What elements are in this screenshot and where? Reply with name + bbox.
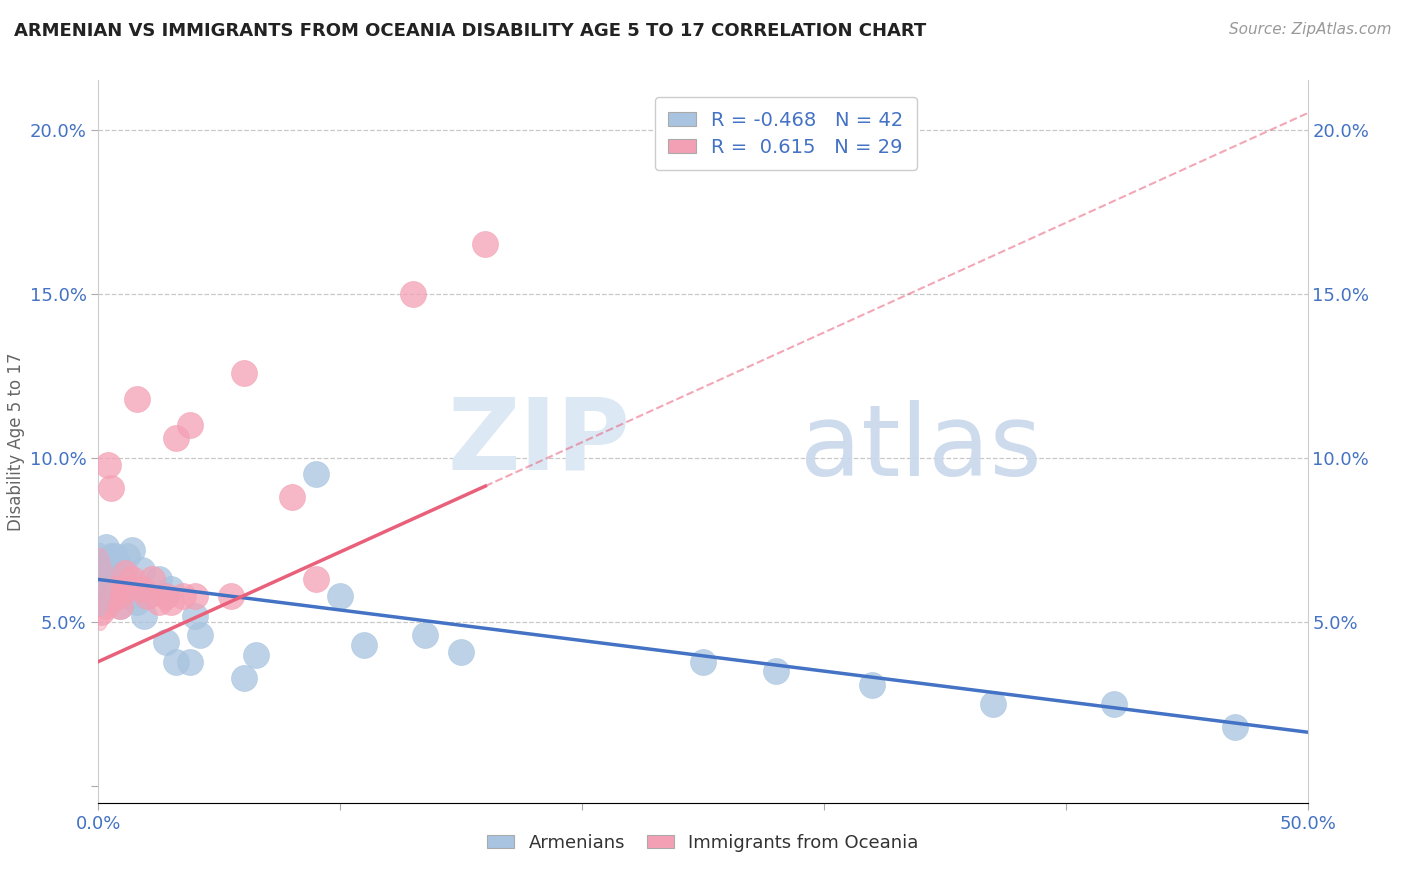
- Point: [160, 595, 183, 609]
- Point: [131, 563, 153, 577]
- Point: [127, 595, 149, 609]
- Point: [108, 599, 131, 613]
- Point: [100, 549, 122, 564]
- Point: [474, 237, 496, 252]
- Point: [281, 491, 304, 505]
- Point: [160, 582, 183, 597]
- Point: [107, 589, 129, 603]
- Point: [135, 589, 157, 603]
- Point: [692, 655, 714, 669]
- Point: [127, 392, 149, 406]
- Point: [141, 573, 163, 587]
- Point: [353, 638, 375, 652]
- Ellipse shape: [89, 549, 112, 631]
- Legend: Armenians, Immigrants from Oceania: Armenians, Immigrants from Oceania: [479, 826, 927, 859]
- Point: [135, 589, 157, 603]
- Point: [165, 655, 187, 669]
- Point: [402, 286, 425, 301]
- Point: [179, 655, 201, 669]
- Point: [148, 573, 170, 587]
- Point: [121, 542, 143, 557]
- Point: [101, 589, 124, 603]
- Point: [184, 589, 207, 603]
- Point: [107, 589, 129, 603]
- Point: [118, 589, 141, 603]
- Point: [101, 579, 124, 593]
- Point: [121, 573, 143, 587]
- Point: [94, 582, 117, 597]
- Point: [94, 540, 117, 554]
- Point: [413, 628, 436, 642]
- Point: [165, 431, 187, 445]
- Text: atlas: atlas: [800, 401, 1042, 497]
- Point: [104, 582, 127, 597]
- Point: [90, 563, 112, 577]
- Ellipse shape: [91, 543, 111, 615]
- Point: [100, 481, 122, 495]
- Point: [155, 635, 177, 649]
- Point: [179, 418, 201, 433]
- Point: [232, 671, 254, 685]
- Point: [188, 628, 211, 642]
- Point: [90, 605, 112, 619]
- Point: [97, 563, 120, 577]
- Point: [100, 575, 122, 590]
- Text: ZIP: ZIP: [447, 393, 630, 490]
- Point: [305, 573, 328, 587]
- Text: ARMENIAN VS IMMIGRANTS FROM OCEANIA DISABILITY AGE 5 TO 17 CORRELATION CHART: ARMENIAN VS IMMIGRANTS FROM OCEANIA DISA…: [14, 22, 927, 40]
- Point: [108, 599, 131, 613]
- Point: [1102, 698, 1125, 712]
- Point: [97, 458, 120, 472]
- Point: [155, 589, 177, 603]
- Point: [111, 573, 134, 587]
- Point: [232, 366, 254, 380]
- Point: [1223, 720, 1246, 734]
- Point: [131, 582, 153, 597]
- Point: [91, 556, 114, 570]
- Point: [148, 595, 170, 609]
- Point: [860, 677, 883, 691]
- Point: [91, 592, 114, 607]
- Point: [114, 582, 136, 597]
- Point: [305, 467, 328, 482]
- Point: [245, 648, 267, 662]
- Point: [104, 549, 127, 564]
- Point: [172, 589, 194, 603]
- Point: [184, 608, 207, 623]
- Point: [450, 645, 472, 659]
- Point: [981, 698, 1004, 712]
- Point: [94, 599, 117, 613]
- Point: [221, 589, 243, 603]
- Point: [329, 589, 352, 603]
- Point: [107, 556, 129, 570]
- Point: [101, 569, 124, 583]
- Point: [765, 665, 787, 679]
- Point: [134, 608, 156, 623]
- Point: [117, 549, 139, 564]
- Point: [114, 566, 136, 580]
- Y-axis label: Disability Age 5 to 17: Disability Age 5 to 17: [7, 352, 25, 531]
- Point: [117, 582, 139, 597]
- Text: Source: ZipAtlas.com: Source: ZipAtlas.com: [1229, 22, 1392, 37]
